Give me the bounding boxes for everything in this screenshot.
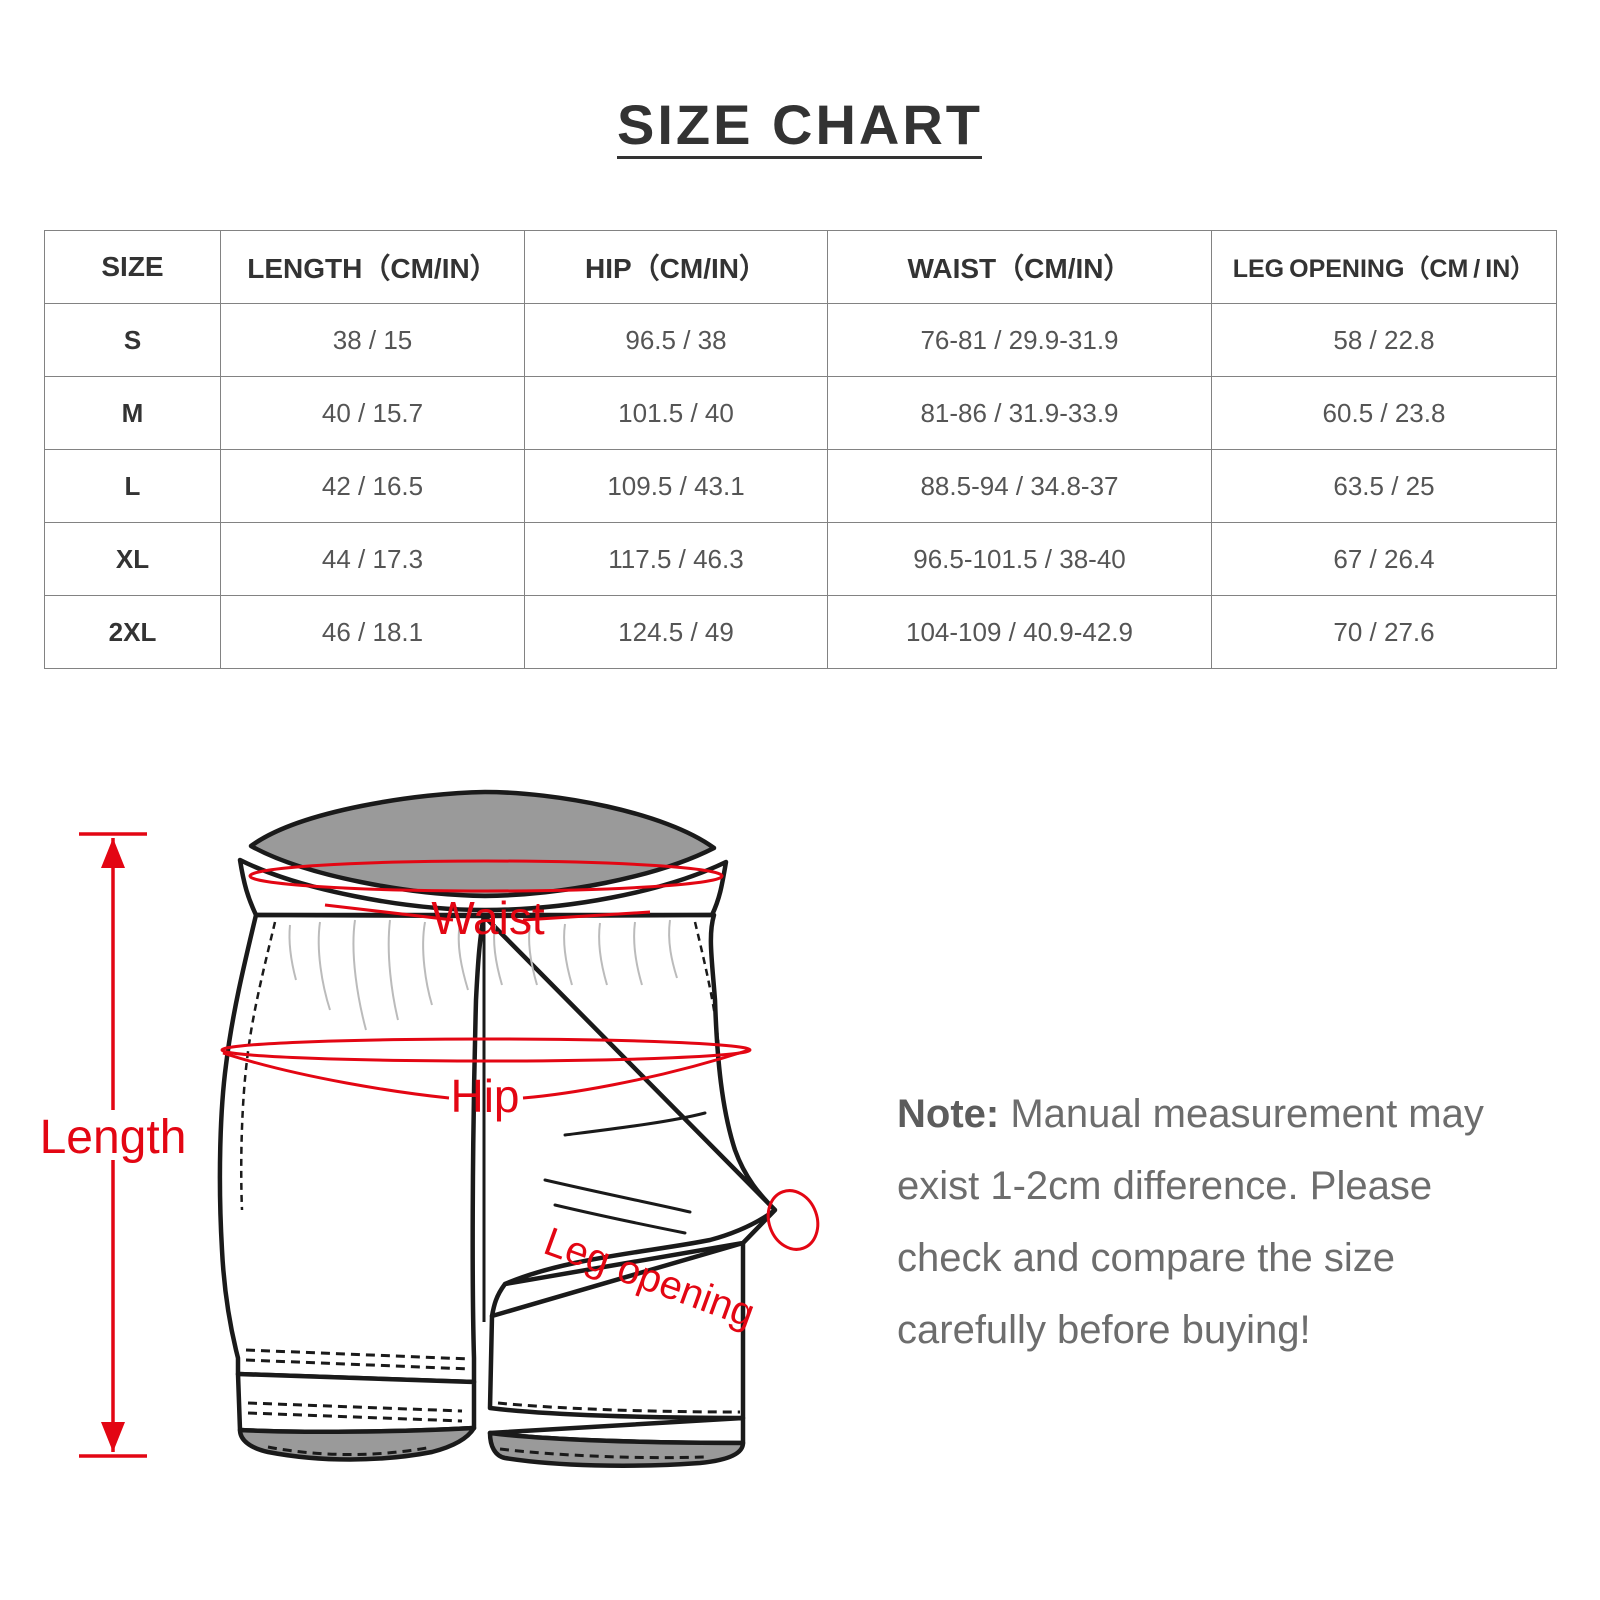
svg-text:Waist: Waist: [431, 892, 545, 944]
svg-text:Hip: Hip: [450, 1070, 519, 1122]
svg-text:Length: Length: [40, 1111, 187, 1164]
